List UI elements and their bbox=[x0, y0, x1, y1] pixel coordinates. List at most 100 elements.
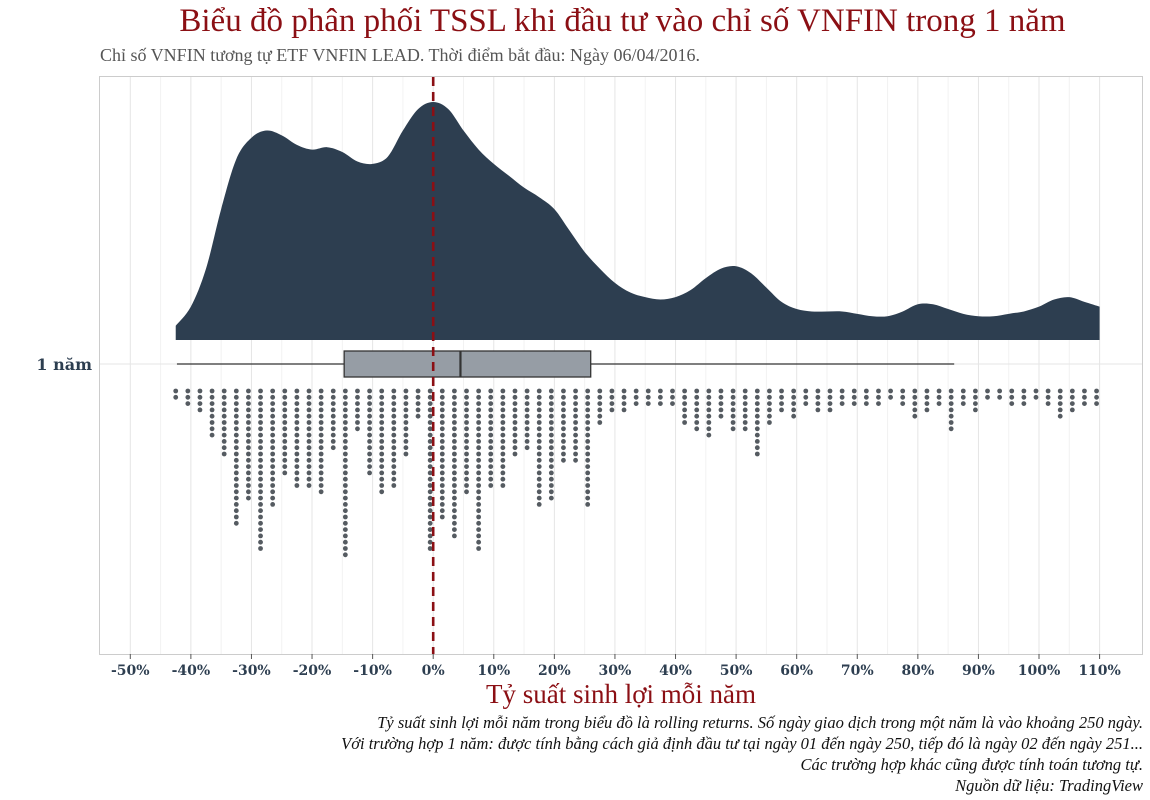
data-dot bbox=[294, 432, 300, 438]
data-dot bbox=[294, 439, 300, 444]
data-dot bbox=[452, 489, 457, 495]
data-dot bbox=[476, 407, 482, 413]
data-dot bbox=[342, 394, 348, 400]
data-dot bbox=[863, 394, 869, 400]
data-dot bbox=[536, 394, 542, 400]
data-dot bbox=[367, 413, 372, 419]
data-dot bbox=[536, 439, 542, 444]
data-dot bbox=[233, 407, 239, 413]
data-dot bbox=[233, 432, 239, 438]
data-dot bbox=[258, 520, 263, 526]
data-dot bbox=[779, 407, 784, 413]
data-dot bbox=[246, 407, 251, 413]
data-dot bbox=[464, 407, 469, 413]
data-dot bbox=[512, 445, 518, 451]
data-dot bbox=[573, 407, 578, 413]
data-dot bbox=[282, 439, 288, 444]
data-dot bbox=[427, 539, 433, 545]
data-dot bbox=[282, 464, 288, 469]
data-dot bbox=[645, 394, 651, 400]
data-dot bbox=[403, 401, 409, 406]
x-tick-label: 30% bbox=[599, 663, 632, 679]
data-dot bbox=[415, 394, 421, 400]
data-dot bbox=[960, 388, 966, 394]
data-dot bbox=[294, 420, 300, 425]
data-dot bbox=[573, 432, 578, 438]
data-dot bbox=[585, 407, 591, 413]
data-dot bbox=[694, 401, 700, 406]
x-tick-label: 40% bbox=[659, 663, 692, 679]
data-dot bbox=[973, 394, 978, 400]
density-layer bbox=[175, 102, 1100, 340]
data-dot bbox=[1009, 401, 1015, 406]
data-dot bbox=[246, 388, 251, 394]
data-dot bbox=[318, 464, 324, 469]
data-dot bbox=[973, 407, 978, 413]
data-dot bbox=[427, 464, 433, 469]
data-dot bbox=[524, 413, 530, 419]
x-tick-label: 20% bbox=[538, 663, 571, 679]
data-dot bbox=[452, 502, 457, 507]
data-dot bbox=[633, 394, 639, 400]
data-dot bbox=[221, 445, 227, 451]
data-dot bbox=[294, 457, 300, 463]
data-dot bbox=[476, 470, 482, 476]
data-dot bbox=[367, 407, 372, 413]
data-dot bbox=[221, 451, 227, 457]
data-dot bbox=[342, 502, 348, 507]
data-dot bbox=[185, 401, 191, 406]
data-dot bbox=[585, 401, 591, 406]
data-dot bbox=[597, 394, 603, 400]
data-dot bbox=[548, 388, 554, 394]
data-dot bbox=[391, 401, 397, 406]
data-dot bbox=[330, 439, 336, 444]
data-dot bbox=[1094, 401, 1099, 406]
data-dot bbox=[706, 432, 712, 438]
data-dot bbox=[488, 483, 494, 488]
data-dot bbox=[330, 432, 336, 438]
data-dot bbox=[548, 470, 554, 476]
data-dot bbox=[330, 388, 336, 394]
data-dot bbox=[221, 407, 227, 413]
data-dot bbox=[585, 439, 591, 444]
data-dot bbox=[439, 401, 445, 406]
data-dot bbox=[997, 388, 1003, 394]
data-dot bbox=[791, 407, 797, 413]
data-dot bbox=[197, 394, 203, 400]
data-dot bbox=[694, 407, 700, 413]
data-dot bbox=[415, 388, 421, 394]
data-dot bbox=[524, 439, 530, 444]
data-dot bbox=[427, 445, 433, 451]
data-dot bbox=[476, 533, 482, 539]
data-dot bbox=[524, 407, 530, 413]
data-dot bbox=[815, 401, 821, 406]
data-dot bbox=[561, 394, 566, 400]
data-dot bbox=[476, 483, 482, 488]
dots-layer bbox=[173, 388, 1099, 558]
data-dot bbox=[391, 457, 397, 463]
data-dot bbox=[439, 508, 445, 514]
data-dot bbox=[452, 445, 457, 451]
x-tick-label: 100% bbox=[1018, 663, 1061, 679]
data-dot bbox=[657, 401, 663, 406]
data-dot bbox=[573, 445, 578, 451]
data-dot bbox=[548, 483, 554, 488]
data-dot bbox=[427, 426, 433, 432]
data-dot bbox=[318, 439, 324, 444]
data-dot bbox=[294, 445, 300, 451]
data-dot bbox=[621, 388, 627, 394]
data-dot bbox=[221, 420, 227, 425]
data-dot bbox=[452, 432, 457, 438]
data-dot bbox=[342, 464, 348, 469]
data-dot bbox=[391, 413, 397, 419]
data-dot bbox=[439, 394, 445, 400]
data-dot bbox=[379, 388, 385, 394]
data-dot bbox=[342, 533, 348, 539]
data-dot bbox=[439, 439, 445, 444]
data-dot bbox=[427, 527, 433, 532]
data-dot bbox=[948, 401, 954, 406]
data-dot bbox=[851, 388, 857, 394]
data-dot bbox=[682, 407, 688, 413]
data-dot bbox=[573, 457, 578, 463]
data-dot bbox=[342, 546, 348, 551]
